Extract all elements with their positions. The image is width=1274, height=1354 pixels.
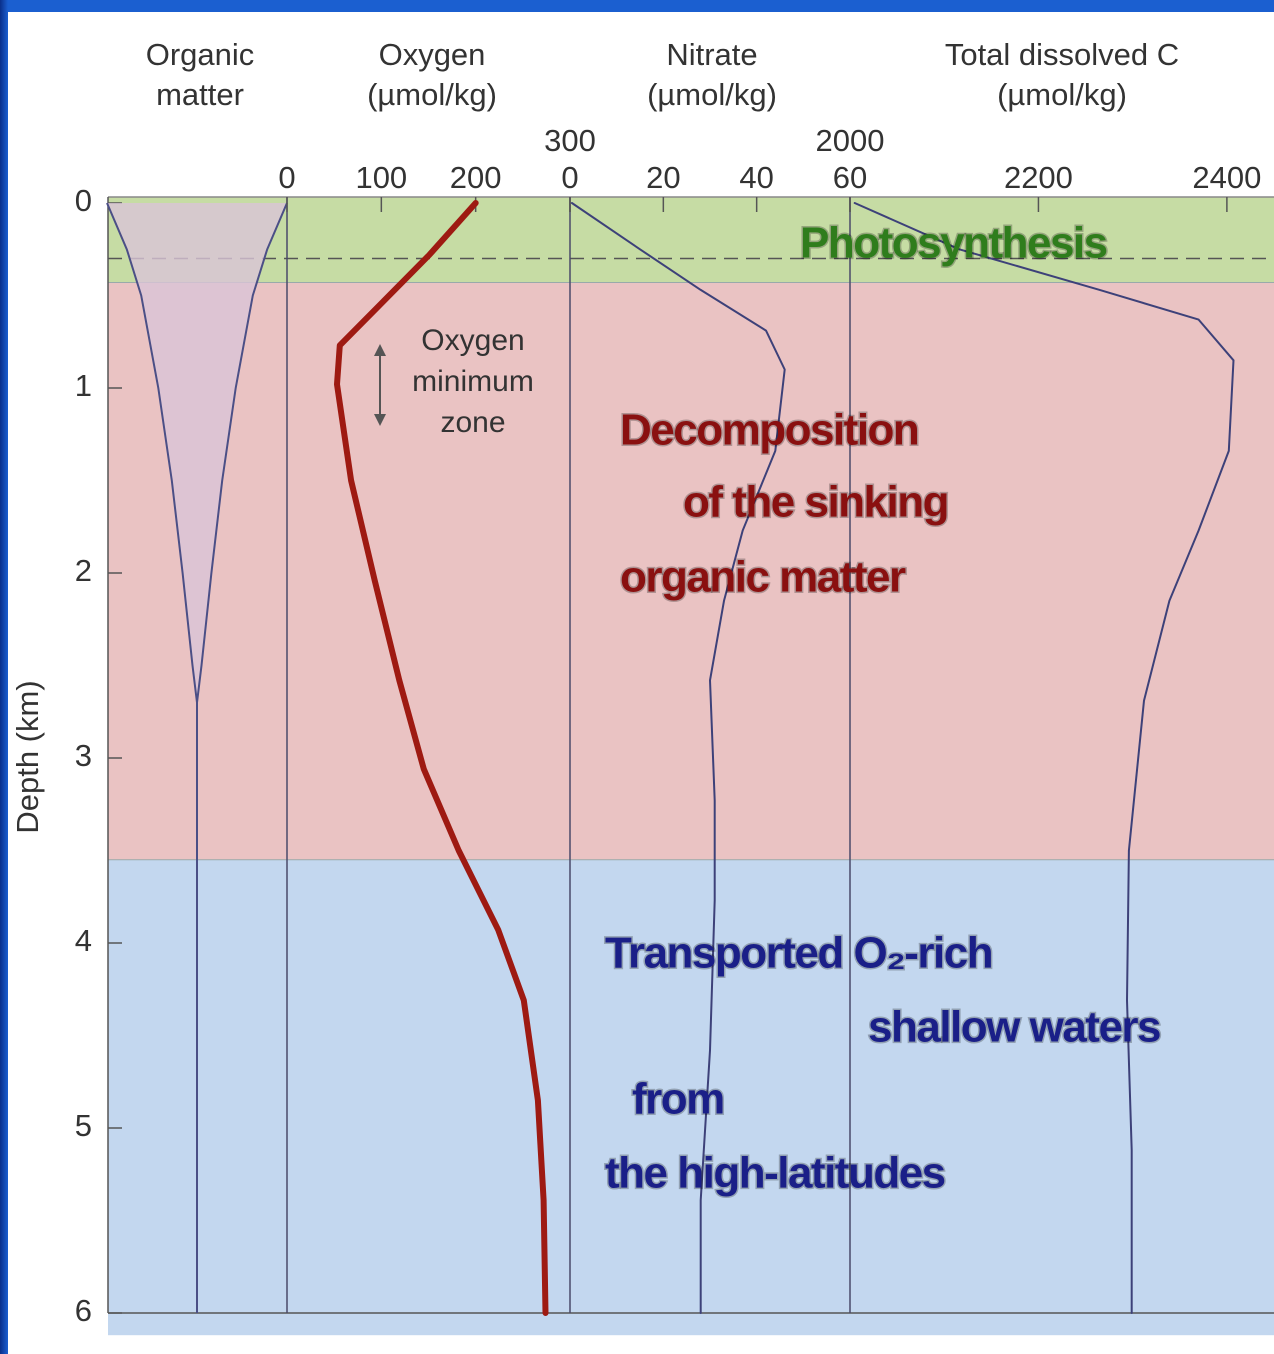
y-tick-label: 6 bbox=[75, 1293, 92, 1328]
zone-band bbox=[108, 859, 1274, 1336]
x-tick-label: 200 bbox=[450, 160, 502, 195]
zone-band bbox=[108, 282, 1274, 860]
y-tick-label: 3 bbox=[75, 738, 92, 773]
profile-line bbox=[196, 202, 288, 1313]
panel-title: matter bbox=[156, 77, 244, 112]
zone-label: from bbox=[632, 1075, 724, 1124]
panel-title: (µmol/kg) bbox=[367, 77, 497, 112]
zone-label: of the sinking bbox=[683, 478, 948, 527]
organic-fill bbox=[107, 203, 287, 1313]
zone-label: the high-latitudes bbox=[605, 1149, 945, 1198]
y-axis-label: Depth (km) bbox=[10, 680, 45, 833]
panel-title: Oxygen bbox=[379, 37, 486, 72]
x-tick-label: 100 bbox=[355, 160, 407, 195]
annotation: Oxygen bbox=[421, 324, 524, 357]
y-tick-label: 0 bbox=[75, 183, 92, 218]
zone-label: Photosynthesis bbox=[800, 219, 1107, 268]
y-tick-label: 2 bbox=[75, 553, 92, 588]
panel-title: Nitrate bbox=[666, 37, 757, 72]
panel-title: (µmol/kg) bbox=[647, 77, 777, 112]
x-tick-label: 60 bbox=[833, 160, 867, 195]
annotation: zone bbox=[440, 406, 505, 439]
y-tick-label: 5 bbox=[75, 1108, 92, 1143]
zone-label: organic matter bbox=[620, 553, 906, 602]
x-tick-label: 20 bbox=[646, 160, 680, 195]
profile-line bbox=[106, 202, 198, 1313]
zone-label: Decomposition bbox=[620, 406, 918, 455]
x-tick-label: 2200 bbox=[1004, 160, 1073, 195]
profile-line bbox=[570, 202, 786, 1314]
panel-title: (µmol/kg) bbox=[997, 77, 1127, 112]
x-tick-label: 40 bbox=[739, 160, 773, 195]
profile-line bbox=[853, 202, 1235, 1314]
x-tick-label: 2000 bbox=[816, 123, 885, 158]
x-tick-label: 0 bbox=[561, 160, 578, 195]
annotation: minimum bbox=[412, 365, 534, 398]
panel-title: Total dissolved C bbox=[945, 37, 1179, 72]
profile-line bbox=[334, 200, 549, 1316]
zone-label: shallow waters bbox=[868, 1003, 1160, 1052]
y-tick-label: 1 bbox=[75, 368, 92, 403]
y-tick-label: 4 bbox=[75, 923, 92, 958]
zone-band bbox=[108, 197, 1274, 283]
zone-label: Transported O₂-rich bbox=[605, 929, 992, 978]
x-tick-label: 2400 bbox=[1192, 160, 1261, 195]
x-tick-label: 300 bbox=[544, 123, 596, 158]
panel-title: Organic bbox=[146, 37, 255, 72]
x-tick-label: 0 bbox=[278, 160, 295, 195]
